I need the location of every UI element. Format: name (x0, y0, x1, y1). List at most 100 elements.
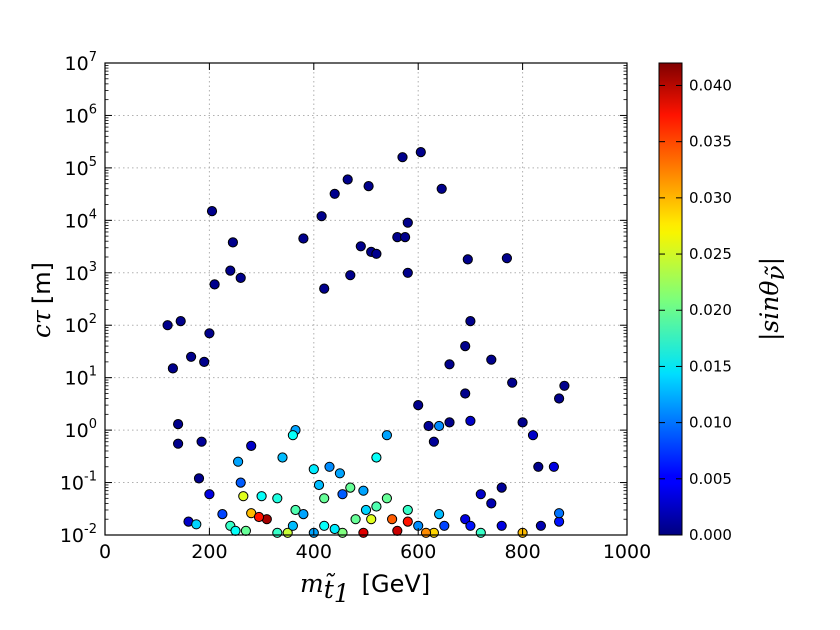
data-point (342, 174, 353, 185)
data-point (225, 265, 236, 276)
colorbar-tick-label: 0.000 (689, 526, 732, 544)
data-point (358, 527, 369, 538)
data-point (371, 501, 382, 512)
data-point (175, 316, 186, 327)
data-point (486, 498, 497, 509)
data-point (238, 491, 249, 502)
y-tick-label: 102 (65, 312, 97, 337)
data-point (204, 489, 215, 500)
data-point (363, 181, 374, 192)
x-tick-label: 400 (296, 541, 332, 563)
data-point (173, 438, 184, 449)
data-point (233, 456, 244, 467)
data-point (287, 520, 298, 531)
data-point (507, 377, 518, 388)
colorbar-tick-label: 0.030 (689, 189, 732, 207)
data-point (423, 420, 434, 432)
data-point (402, 217, 413, 228)
data-point (235, 477, 246, 488)
x-tick-label: 800 (504, 541, 540, 563)
colorbar (658, 62, 683, 536)
data-point (358, 485, 369, 496)
grid-lines (105, 63, 627, 535)
data-point (475, 489, 486, 500)
data-point (316, 211, 327, 222)
y-axis-title: cτ[m] (27, 262, 56, 338)
data-point (272, 527, 283, 538)
y-tick-label: 107 (65, 50, 97, 75)
colorbar-tick-label: 0.005 (689, 470, 732, 488)
data-point (460, 514, 471, 525)
data-point (240, 525, 251, 536)
data-point (193, 473, 205, 484)
data-point (496, 520, 507, 531)
data-point (496, 482, 507, 493)
data-point (230, 525, 241, 536)
data-point (420, 527, 432, 538)
data-point (366, 514, 377, 525)
x-tick-labels: 0 200 400 600 800 1000 (99, 541, 651, 563)
data-point (460, 341, 471, 352)
data-point (413, 400, 424, 411)
data-point (350, 514, 361, 525)
colorbar-title: |sinθν̃| (755, 257, 790, 341)
data-point (272, 493, 283, 504)
data-point (329, 523, 340, 535)
data-point (559, 380, 570, 391)
data-point (298, 508, 309, 520)
data-point (554, 516, 565, 527)
y-tick-label: 101 (65, 365, 97, 390)
data-point (501, 253, 512, 264)
data-point (256, 491, 267, 502)
colorbar-tick-label: 0.025 (689, 245, 732, 263)
data-point (209, 279, 220, 290)
data-point (253, 511, 265, 523)
y-tick-label: 10-2 (60, 522, 97, 547)
data-point (527, 430, 539, 441)
colorbar-tick-label: 0.035 (689, 133, 732, 151)
x-tick-label: 200 (191, 541, 227, 563)
data-point (290, 504, 301, 516)
x-tick-label: 600 (400, 541, 436, 563)
axis-ticks (104, 62, 628, 536)
data-point (533, 461, 544, 472)
data-point (402, 267, 413, 278)
data-point (308, 464, 319, 475)
colorbar-ticks: 0.000 0.005 0.010 0.015 0.020 0.025 0.030 0.035… (659, 76, 732, 544)
data-point (345, 270, 356, 281)
data-point (535, 520, 547, 531)
y-tick-label: 105 (65, 155, 97, 180)
data-point (402, 516, 413, 527)
data-point (355, 241, 366, 252)
data-point (387, 514, 398, 525)
data-point (360, 504, 372, 516)
data-point (217, 508, 228, 520)
y-tick-label: 104 (65, 207, 97, 232)
data-point (392, 525, 403, 536)
data-point (319, 493, 330, 504)
plot-frame (104, 62, 628, 536)
x-tick-label: 1000 (603, 541, 651, 563)
data-point (548, 461, 560, 472)
colorbar-tick-label: 0.010 (689, 414, 732, 432)
scatter-points (162, 147, 570, 538)
data-point (554, 393, 565, 404)
data-point (460, 388, 471, 399)
data-point (204, 328, 215, 339)
data-point (415, 147, 426, 158)
data-point (173, 419, 184, 430)
y-tick-label: 10-1 (60, 470, 97, 495)
x-axis-title: mt̃1 [GeV] (300, 569, 430, 608)
data-point (287, 430, 298, 441)
data-point (381, 493, 392, 504)
data-point (277, 452, 288, 463)
data-point (227, 237, 238, 248)
data-point (235, 272, 246, 283)
colorbar-tick-label: 0.020 (689, 301, 732, 319)
data-point (324, 461, 335, 472)
data-point (462, 254, 473, 265)
data-point (465, 415, 476, 426)
data-point (246, 440, 257, 451)
data-point (191, 519, 202, 530)
